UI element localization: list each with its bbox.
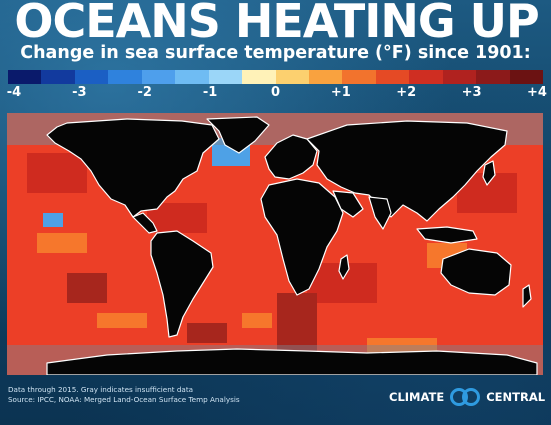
scale-tick-label: +2 (396, 85, 417, 100)
patch-south-pacific-hot (67, 273, 107, 303)
antarctica (46, 348, 538, 375)
south-america (150, 230, 214, 338)
patch-south-atlantic-mild (242, 313, 272, 328)
india (368, 196, 392, 230)
central-america (132, 212, 158, 234)
data-source: Source: IPCC, NOAA: Merged Land-Ocean Su… (8, 395, 240, 404)
new-zealand (522, 284, 532, 308)
scale-swatch (141, 70, 176, 84)
scale-swatch (41, 70, 75, 84)
patch-southern-ocean-mild (367, 338, 437, 353)
indonesia (416, 226, 478, 244)
patch-south-pacific-mild (97, 313, 147, 328)
scale-tick-label: +1 (330, 85, 351, 100)
scale-swatch (342, 70, 376, 84)
continents (46, 116, 538, 375)
scale-tick-label: 0 (270, 85, 281, 100)
logo-rings-icon (450, 388, 481, 406)
page-title: OCEANS HEATING UP (14, 0, 539, 48)
patch-south-atlantic (277, 293, 317, 353)
logo-word-climate: CLIMATE (389, 390, 445, 404)
scale-swatch (442, 70, 477, 84)
scale-swatch (242, 70, 276, 84)
patch-pacific-cool (43, 213, 63, 227)
scale-tick-label: +3 (461, 85, 482, 100)
color-scale-bar (8, 70, 543, 84)
patch-south-pacific-east (187, 323, 227, 343)
color-scale-ticks: -4 -3 -2 -1 0 +1 +2 +3 +4 (6, 85, 547, 107)
arabian-peninsula (332, 190, 364, 218)
patch-pacific-north (27, 153, 87, 193)
scale-swatch (208, 70, 243, 84)
footer: Data through 2015. Gray indicates insuff… (8, 385, 240, 405)
scale-tick-label: -2 (137, 85, 152, 100)
scale-swatch (74, 70, 109, 84)
scale-swatch (275, 70, 309, 84)
page-subtitle: Change in sea surface temperature (°F) s… (20, 43, 531, 63)
asia (306, 120, 508, 222)
scale-swatch (509, 70, 543, 84)
scale-swatch (375, 70, 410, 84)
world-map (7, 113, 543, 375)
logo-word-central: CENTRAL (486, 390, 546, 404)
scale-swatch (175, 70, 209, 84)
scale-swatch (409, 70, 443, 84)
australia (440, 248, 512, 296)
scale-tick-label: +4 (527, 85, 547, 100)
north-america (46, 118, 220, 218)
europe (264, 134, 318, 180)
scale-swatch (108, 70, 142, 84)
patch-pacific-mild (37, 233, 87, 253)
scale-tick-label: -3 (72, 85, 87, 100)
climate-central-logo: CLIMATE CENTRAL (389, 385, 545, 409)
scale-tick-label: -1 (202, 85, 218, 100)
scale-swatch (308, 70, 343, 84)
madagascar (338, 254, 350, 280)
japan (482, 160, 496, 186)
greenland (206, 116, 270, 154)
scale-swatch (8, 70, 42, 84)
scale-swatch (476, 70, 510, 84)
scale-tick-label: -4 (6, 85, 22, 100)
africa (260, 178, 344, 296)
data-note: Data through 2015. Gray indicates insuff… (8, 385, 194, 394)
